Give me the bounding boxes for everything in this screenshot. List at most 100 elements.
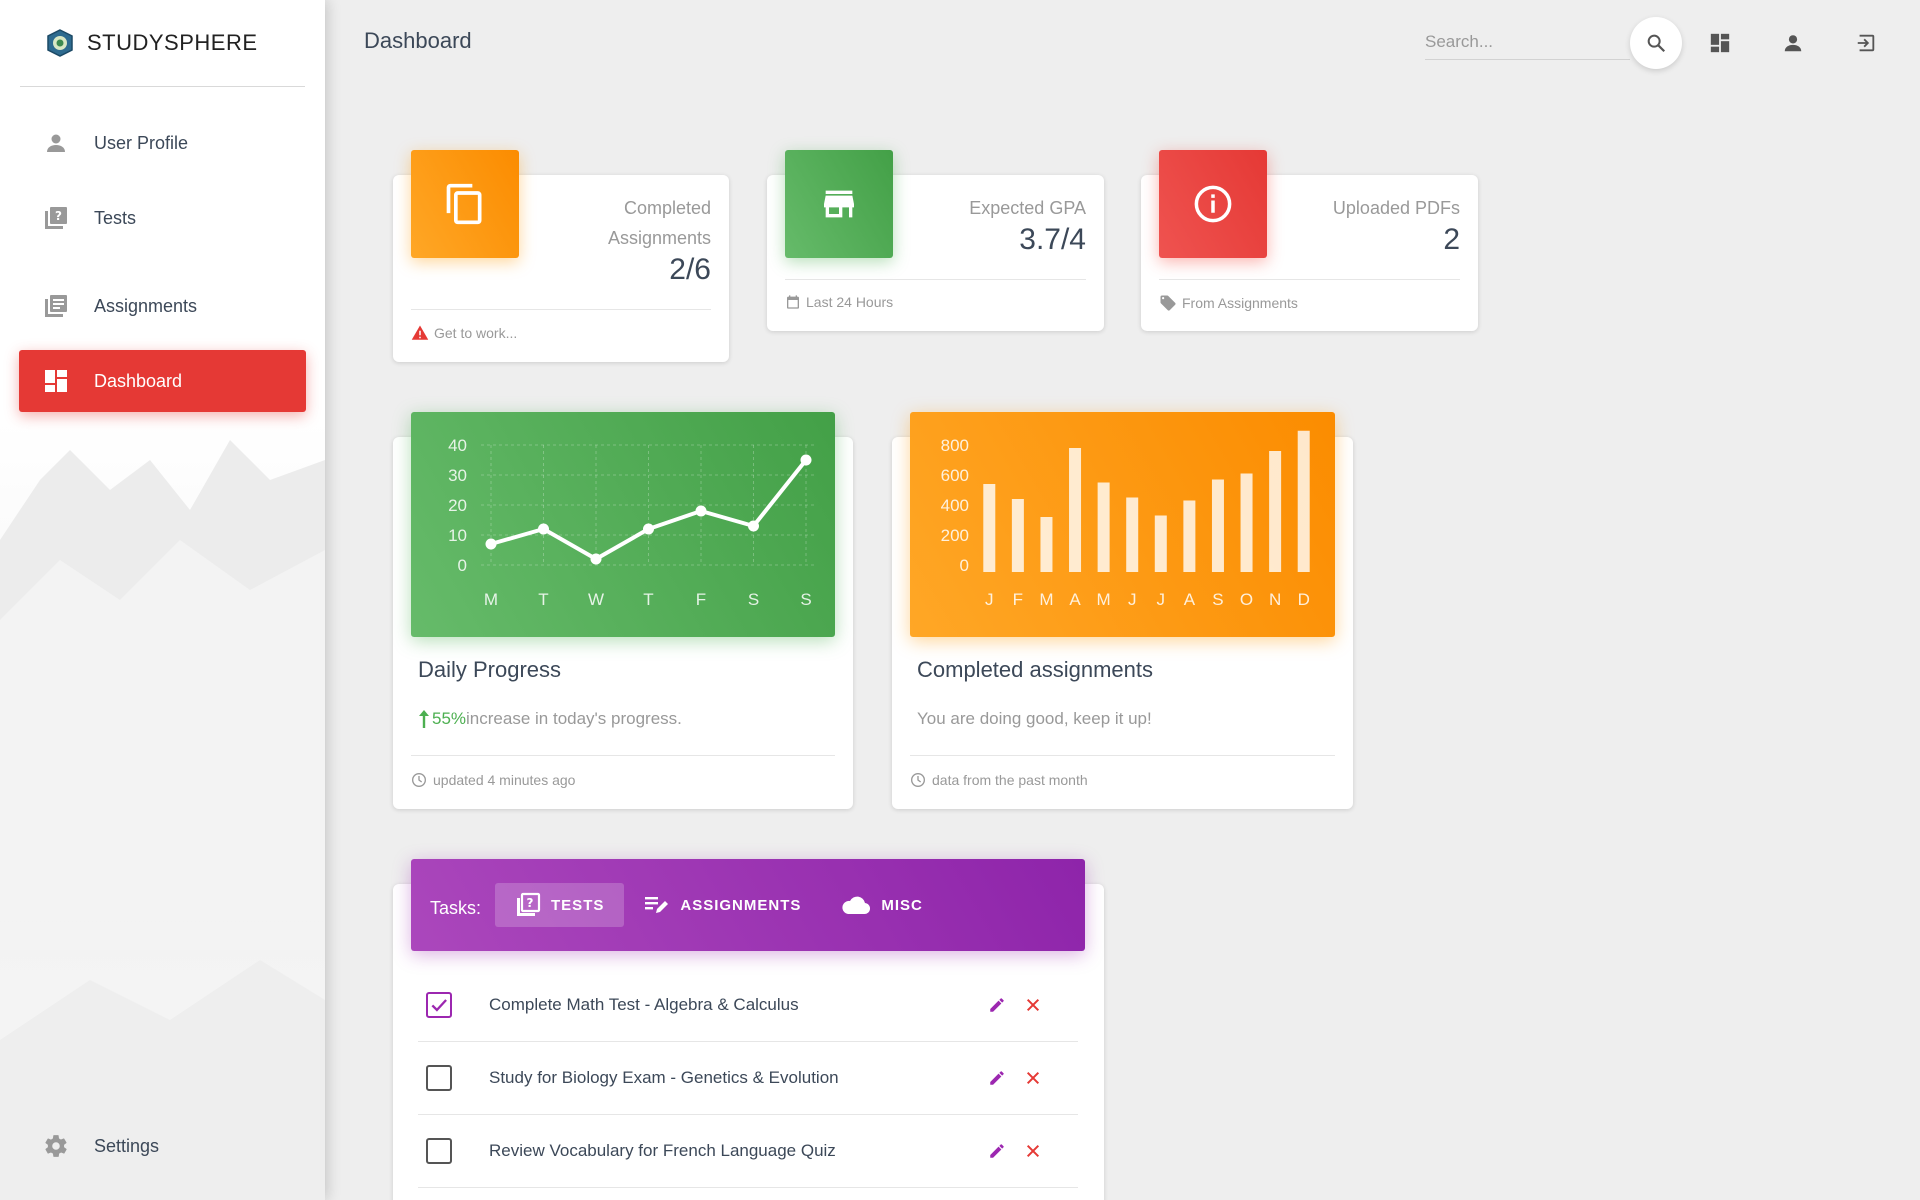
task-checkbox[interactable] bbox=[426, 1065, 452, 1091]
close-icon bbox=[1026, 998, 1040, 1012]
person-icon bbox=[43, 130, 69, 156]
x-tick-label: S bbox=[1212, 590, 1223, 609]
tab-assignments[interactable]: ASSIGNMENTS bbox=[624, 883, 821, 927]
task-text: Study for Biology Exam - Genetics & Evol… bbox=[489, 1068, 839, 1087]
sidebar-item-label: Settings bbox=[94, 1135, 160, 1156]
tasks-header: Tasks: ? TESTS ASSIGNMENTS MISC bbox=[411, 859, 1085, 951]
x-tick-label: W bbox=[588, 590, 604, 609]
profile-button[interactable] bbox=[1778, 28, 1808, 58]
stat-value: 3.7/4 bbox=[1019, 223, 1086, 256]
y-tick-label: 0 bbox=[960, 556, 969, 575]
brand[interactable]: STUDYSPHERE bbox=[20, 0, 305, 87]
tasks-label: Tasks: bbox=[430, 897, 482, 918]
task-text: Complete Math Test - Algebra & Calculus bbox=[489, 995, 799, 1014]
x-tick-label: O bbox=[1240, 590, 1253, 609]
sidebar-item-user-profile[interactable]: User Profile bbox=[19, 112, 306, 174]
sidebar-item-label: Assignments bbox=[94, 295, 198, 316]
task-row: Review Vocabulary for French Language Qu… bbox=[418, 1115, 1078, 1188]
clock-icon bbox=[911, 773, 925, 787]
edit-button[interactable] bbox=[979, 1133, 1015, 1169]
x-tick-label: D bbox=[1298, 590, 1310, 609]
x-tick-label: N bbox=[1269, 590, 1281, 609]
bar bbox=[1040, 517, 1053, 572]
stat-card-uploaded-pdfs: Uploaded PDFs 2 From Assignments bbox=[1141, 150, 1478, 331]
sidebar-item-settings[interactable]: Settings bbox=[19, 1115, 306, 1177]
warning-icon bbox=[411, 325, 429, 340]
pencil-icon bbox=[990, 1071, 1004, 1085]
data-point bbox=[538, 523, 549, 535]
pencil-icon bbox=[990, 998, 1004, 1012]
check-icon bbox=[431, 999, 447, 1012]
tab-tests[interactable]: ? TESTS bbox=[495, 883, 625, 927]
sidebar-item-tests[interactable]: ? Tests bbox=[19, 187, 306, 249]
stat-icon-box bbox=[1159, 150, 1267, 258]
page-title: Dashboard bbox=[364, 28, 472, 53]
x-tick-label: T bbox=[538, 590, 548, 609]
chart-title: Daily Progress bbox=[418, 657, 562, 682]
x-tick-label: J bbox=[1157, 590, 1166, 609]
logout-button[interactable] bbox=[1851, 28, 1881, 58]
delete-button[interactable] bbox=[1015, 1060, 1051, 1096]
tab-label: ASSIGNMENTS bbox=[680, 896, 802, 914]
y-tick-label: 200 bbox=[941, 526, 969, 545]
task-checkbox[interactable] bbox=[426, 1138, 452, 1164]
person-icon bbox=[1784, 35, 1802, 52]
chart-title: Completed assignments bbox=[917, 657, 1154, 682]
y-tick-label: 0 bbox=[458, 556, 467, 575]
y-tick-label: 20 bbox=[448, 496, 467, 515]
search-input[interactable] bbox=[1425, 24, 1630, 60]
bar bbox=[1154, 515, 1167, 572]
dashboard-icon bbox=[1710, 33, 1730, 53]
sidebar-item-assignments[interactable]: Assignments bbox=[19, 275, 306, 337]
data-point bbox=[695, 505, 707, 517]
dashboard-button[interactable] bbox=[1705, 28, 1735, 58]
chart-footer: updated 4 minutes ago bbox=[411, 755, 835, 788]
search-button[interactable] bbox=[1630, 17, 1682, 69]
edit-button[interactable] bbox=[979, 1060, 1015, 1096]
sidebar-item-label: Dashboard bbox=[94, 370, 183, 391]
gear-icon bbox=[43, 1133, 69, 1159]
bar bbox=[1069, 448, 1082, 572]
store-icon bbox=[824, 190, 854, 218]
edit-note-icon bbox=[645, 897, 669, 913]
clock-icon bbox=[412, 773, 426, 787]
tasks-card: Tasks: ? TESTS ASSIGNMENTS MISC Complete… bbox=[393, 859, 1104, 1200]
chart-footer-text: data from the past month bbox=[932, 772, 1088, 788]
x-tick-label: M bbox=[1097, 590, 1111, 609]
x-tick-label: F bbox=[1013, 590, 1023, 609]
bar bbox=[1269, 451, 1282, 572]
bar bbox=[983, 484, 996, 572]
bar bbox=[1126, 497, 1139, 572]
data-point bbox=[800, 454, 812, 466]
arrow-upward-icon bbox=[419, 710, 429, 728]
edit-button[interactable] bbox=[979, 987, 1015, 1023]
stat-icon-box bbox=[785, 150, 893, 258]
sidebar-item-label: Tests bbox=[94, 207, 137, 228]
stat-footer: Get to work... bbox=[411, 309, 711, 342]
delete-button[interactable] bbox=[1015, 987, 1051, 1023]
bar bbox=[1097, 482, 1110, 572]
calendar-icon bbox=[787, 295, 799, 309]
delete-button[interactable] bbox=[1015, 1133, 1051, 1169]
search-icon bbox=[1647, 34, 1666, 53]
dashboard-icon bbox=[43, 368, 69, 394]
chart-card-daily-progress: 0 10 20 30 40 M T W T F S S Daily Progress 55% incr… bbox=[393, 412, 853, 809]
quiz-icon: ? bbox=[43, 205, 69, 231]
task-checkbox[interactable] bbox=[426, 992, 452, 1018]
x-tick-label: J bbox=[1128, 590, 1137, 609]
line-chart: 0 10 20 30 40 M T W T F S S bbox=[448, 436, 816, 609]
task-actions bbox=[979, 1060, 1051, 1096]
task-actions bbox=[979, 987, 1051, 1023]
y-tick-label: 800 bbox=[941, 436, 969, 455]
chart-footer: data from the past month bbox=[910, 755, 1335, 788]
y-tick-label: 10 bbox=[448, 526, 467, 545]
sidebar-item-dashboard[interactable]: Dashboard bbox=[19, 350, 306, 412]
tab-misc[interactable]: MISC bbox=[821, 883, 943, 927]
tab-label: MISC bbox=[881, 896, 923, 914]
brand-name: STUDYSPHERE bbox=[87, 30, 258, 55]
chart-footer-text: updated 4 minutes ago bbox=[433, 772, 576, 788]
chart-desc-text: You are doing good, keep it up! bbox=[917, 709, 1152, 728]
stat-category: Completed Assignments bbox=[607, 198, 711, 248]
stat-footer-text: From Assignments bbox=[1182, 295, 1298, 311]
